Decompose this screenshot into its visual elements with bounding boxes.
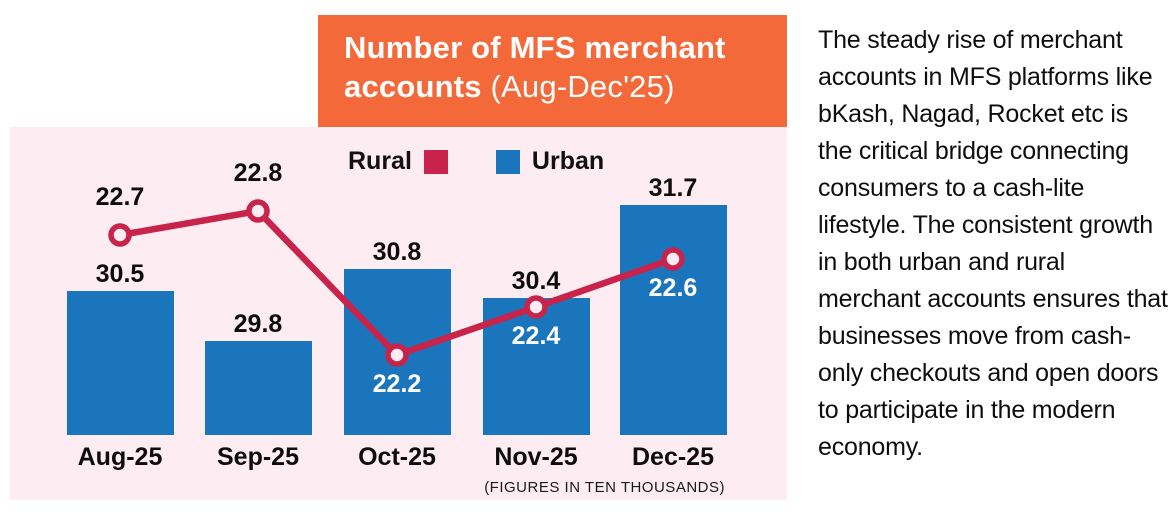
urban-value-label: 29.8 — [233, 310, 283, 339]
figures-note: (FIGURES IN TEN THOUSANDS) — [484, 479, 725, 496]
chart-plot-area: 30.5 Aug-25 22.7 29.8 Sep-25 22.8 30.8 Oct-25 22… — [10, 127, 787, 500]
chart-panel: Rural Urban 30.5 Aug-25 22.7 29.8 Sep-25 22.8… — [10, 127, 787, 500]
legend-swatch-urban — [495, 149, 520, 174]
x-axis-label: Aug-25 — [77, 443, 163, 471]
legend-swatch-rural — [423, 149, 448, 174]
x-axis-label: Nov-25 — [494, 443, 578, 471]
x-axis-label: Oct-25 — [358, 443, 436, 471]
chart-title: Number of MFS merchant accounts (Aug-Dec… — [318, 15, 787, 106]
legend-label-rural: Rural — [348, 147, 412, 175]
chart-title-period: (Aug-Dec'25) — [490, 69, 675, 104]
urban-value-label: 30.4 — [511, 267, 561, 296]
urban-value-label: 31.7 — [648, 173, 698, 202]
chart-legend: Rural Urban — [348, 147, 604, 176]
labels-layer: 30.5 Aug-25 22.7 29.8 Sep-25 22.8 30.8 Oct-25 22… — [10, 127, 787, 500]
rural-value-label: 22.4 — [511, 322, 561, 350]
rural-value-label: 22.6 — [648, 274, 698, 302]
rural-value-label: 22.7 — [95, 183, 145, 211]
urban-value-label: 30.8 — [372, 238, 422, 267]
chart-title-main: Number of MFS merchant accounts — [344, 30, 726, 104]
x-axis-label: Sep-25 — [217, 443, 299, 471]
x-axis-label: Dec-25 — [632, 443, 714, 471]
urban-value-label: 30.5 — [95, 260, 145, 288]
chart-title-box: Number of MFS merchant accounts (Aug-Dec… — [318, 15, 787, 127]
rural-value-label: 22.2 — [372, 370, 422, 398]
legend-label-urban: Urban — [531, 147, 605, 175]
rural-value-label: 22.8 — [233, 159, 283, 187]
description-paragraph: The steady rise of merchant accounts in … — [818, 26, 1168, 461]
